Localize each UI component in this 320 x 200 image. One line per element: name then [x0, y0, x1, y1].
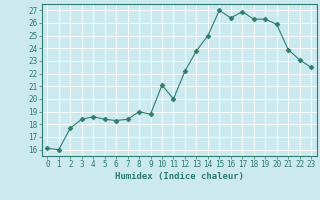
X-axis label: Humidex (Indice chaleur): Humidex (Indice chaleur)	[115, 172, 244, 181]
